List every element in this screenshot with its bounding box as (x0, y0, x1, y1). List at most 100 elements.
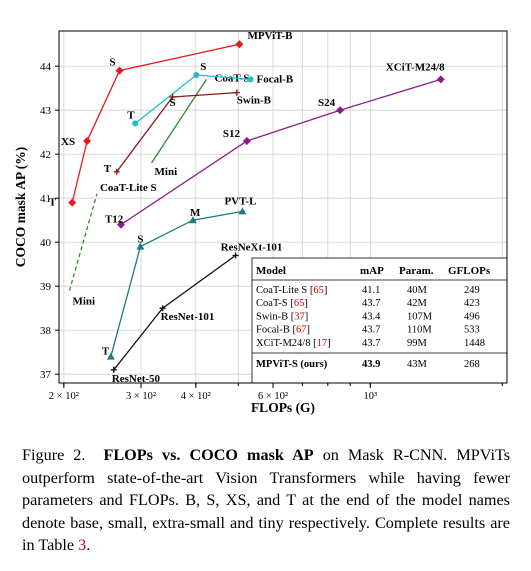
y-axis-title: COCO mask AP (%) (13, 147, 28, 267)
point-label: T12 (105, 214, 124, 226)
table-cell-model: CoaT-Lite S [65] (256, 285, 327, 296)
series-resnet: ResNet-50 ResNet-101 ResNeXt-101 (110, 241, 283, 385)
table-cell-model: XCiT-M24/8 [17] (256, 338, 331, 349)
x-axis-title: FLOPs (G) (251, 400, 315, 415)
y-tick-label: 39 (40, 281, 52, 293)
caption-body: on Mask R-CNN. MPViTs outperform state-o… (22, 446, 511, 554)
point-label: ResNet-101 (161, 311, 215, 323)
data-point (193, 72, 200, 78)
table-cell-gflops: 1448 (464, 338, 485, 349)
data-point (238, 207, 247, 215)
table-cell-map: 43.7 (362, 325, 380, 336)
series-line (68, 193, 98, 291)
point-label: S (137, 234, 143, 246)
data-point (132, 120, 139, 127)
x-tick-label: 3 × 10² (126, 391, 156, 402)
series-pvt: T S M PVT-L (102, 195, 256, 360)
data-point (115, 66, 124, 75)
data-point (136, 242, 145, 250)
series-coat: Mini CoaT-Lite S (68, 182, 157, 308)
point-label: PVT-L (224, 195, 256, 207)
results-table: Model mAP Param. GFLOPs CoaT-Lite S [65] 41.1… (251, 257, 508, 384)
point-label: S12 (223, 128, 241, 140)
table-cell-param: 40M (407, 285, 428, 296)
table-header: Param. (399, 265, 434, 277)
table-box (251, 257, 508, 384)
table-cell-map: 43.9 (362, 359, 380, 370)
point-label: M (190, 207, 201, 219)
series-line (71, 43, 240, 203)
point-label: ResNet-50 (112, 373, 161, 385)
table-cell-gflops: 249 (464, 285, 480, 296)
series-line (150, 79, 208, 164)
table-cell-map: 41.1 (362, 285, 380, 296)
table-cell-model: Focal-B [67] (256, 325, 310, 336)
table-cell-gflops: 533 (464, 325, 480, 336)
data-point (233, 89, 240, 96)
point-label: T (104, 163, 112, 175)
table-cell-gflops: 423 (464, 298, 480, 309)
table-header: Model (256, 265, 286, 277)
series-line (110, 210, 243, 357)
data-point (169, 94, 176, 100)
data-point (188, 216, 197, 224)
x-tick-label: 10³ (363, 391, 377, 402)
table-cell-gflops: 268 (464, 359, 480, 370)
table-cell-map: 43.4 (362, 311, 381, 322)
table-header: GFLOPs (448, 265, 491, 277)
data-point (83, 137, 92, 145)
point-label: T (49, 197, 57, 209)
data-point (436, 75, 445, 84)
point-label: XCiT-M24/8 (386, 61, 445, 73)
series-swin: T S Swin-B (104, 89, 272, 175)
table-header: mAP (360, 265, 384, 277)
series-focal: T S Focal-B (127, 61, 294, 127)
data-point (242, 137, 251, 145)
series-line (120, 78, 441, 226)
table-cell-model: Swin-B [37] (256, 311, 308, 322)
point-label: T (102, 346, 110, 358)
point-label: MPViT-B (247, 30, 293, 42)
y-tick-label: 44 (40, 61, 52, 73)
data-point (235, 40, 244, 49)
data-point (336, 106, 345, 115)
caption-end: . (86, 536, 91, 554)
point-label: Focal-B (256, 73, 293, 85)
x-tick-label: 6 × 10² (258, 391, 288, 402)
y-tick-label: 43 (40, 105, 52, 117)
x-tick-label: 4 × 10² (181, 391, 211, 402)
point-label: T (127, 109, 135, 121)
table-cell-map: 43.7 (362, 338, 380, 349)
table-cell-param: 110M (407, 325, 432, 336)
caption-title: FLOPs vs. COCO mask AP (103, 446, 314, 464)
caption-cite: 3 (78, 536, 87, 554)
table-cell-param: 107M (407, 311, 433, 322)
series-xcit: T12 S12 S24 XCiT-M24/8 (105, 61, 445, 229)
point-label: Mini (155, 166, 178, 178)
table-cell-model: CoaT-S [65] (256, 298, 308, 309)
point-label: Mini (72, 296, 95, 308)
point-label: CoaT-Lite S (100, 182, 157, 194)
point-label: Swin-B (237, 95, 272, 107)
point-label: S (110, 57, 116, 69)
y-tick-label: 37 (40, 369, 52, 381)
figure-caption: Figure 2. FLOPs vs. COCO mask AP on Mask… (22, 444, 510, 557)
table-cell-map: 43.7 (362, 298, 380, 309)
data-point (232, 252, 239, 259)
y-tick-label: 42 (40, 149, 51, 161)
series-mpvit: T XS S MPViT-B (49, 30, 293, 208)
point-label: ResNeXt-101 (221, 241, 283, 253)
data-point (113, 168, 120, 175)
point-label: S (170, 97, 176, 109)
data-point (110, 366, 117, 373)
table-cell-param: 43M (407, 359, 428, 370)
data-point (116, 220, 125, 229)
data-point (68, 198, 77, 207)
point-label: XS (61, 136, 75, 148)
table-cell-model: MPViT-S (ours) (256, 359, 328, 370)
y-tick-label: 38 (40, 325, 52, 337)
table-cell-param: 42M (407, 298, 428, 309)
